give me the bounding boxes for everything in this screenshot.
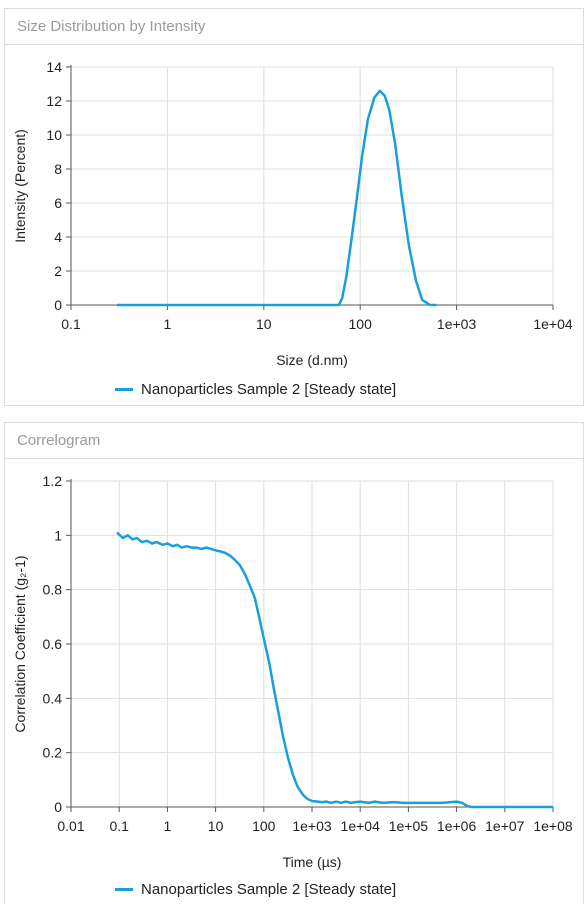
y-axis-title: Correlation Coefficient (g₂-1) (12, 555, 28, 732)
y-tick-label: 0.6 (43, 636, 63, 652)
x-tick-label: 10 (256, 316, 272, 332)
legend-line-swatch (115, 388, 133, 391)
y-tick-label: 1 (54, 527, 62, 543)
x-tick-label: 1e+07 (485, 818, 525, 834)
y-tick-label: 8 (54, 161, 62, 177)
series-line (116, 531, 553, 809)
y-tick-label: 0 (54, 799, 62, 815)
y-tick-label: 12 (46, 93, 62, 109)
correlogram-panel: Correlogram 0 0.2 0.4 0.6 0.8 1 1.2 0.01 0.1 1 10 1… (4, 422, 584, 904)
x-tick-label: 1 (164, 818, 172, 834)
y-tick-label: 6 (54, 195, 62, 211)
legend-label: Nanoparticles Sample 2 [Steady state] (141, 381, 397, 398)
y-tick-label: 2 (54, 263, 62, 279)
y-axis-title: Intensity (Percent) (12, 129, 28, 243)
x-tick-label: 1e+05 (389, 818, 429, 834)
size-distribution-panel: Size Distribution by Intensity 0 2 4 6 8 10 12… (4, 8, 584, 406)
x-tick-label: 1e+04 (341, 818, 381, 834)
legend-line-swatch (115, 888, 133, 891)
x-tick-label: 1e+03 (437, 316, 477, 332)
chart-legend[interactable]: Nanoparticles Sample 2 [Steady state] (115, 881, 396, 898)
x-tick-label: 1e+08 (533, 818, 573, 834)
y-tick-label: 0.2 (43, 745, 63, 761)
x-tick-label: 100 (252, 818, 276, 834)
panel-title: Correlogram (17, 432, 101, 449)
panel-header: Size Distribution by Intensity (5, 9, 583, 45)
size-distribution-chart: 0 2 4 6 8 10 12 14 0.1 1 10 100 1e+03 1e+04 Size (d.nm… (12, 59, 573, 368)
x-tick-label: 1e+04 (533, 316, 573, 332)
y-tick-label: 0.8 (43, 582, 63, 598)
legend-label: Nanoparticles Sample 2 [Steady state] (141, 881, 397, 898)
x-tick-label: 100 (349, 316, 373, 332)
y-tick-label: 0 (54, 297, 62, 313)
x-axis-title: Size (d.nm) (276, 352, 348, 368)
panel-header: Correlogram (5, 423, 583, 459)
x-tick-label: 10 (208, 818, 224, 834)
x-tick-label: 1e+06 (437, 818, 477, 834)
series-line (117, 89, 437, 307)
x-tick-label: 0.1 (61, 316, 81, 332)
x-tick-label: 0.01 (57, 818, 84, 834)
x-tick-label: 1 (164, 316, 172, 332)
chart-legend[interactable]: Nanoparticles Sample 2 [Steady state] (115, 381, 396, 398)
x-axis-title: Time (µs) (283, 854, 342, 870)
y-tick-label: 1.2 (43, 473, 63, 489)
y-tick-label: 4 (54, 229, 62, 245)
y-tick-label: 14 (46, 59, 62, 75)
x-tick-label: 0.1 (109, 818, 129, 834)
x-tick-label: 1e+03 (292, 818, 332, 834)
panel-title: Size Distribution by Intensity (17, 18, 206, 35)
correlogram-chart: 0 0.2 0.4 0.6 0.8 1 1.2 0.01 0.1 1 10 100 1e+03 1e+04… (12, 473, 573, 870)
y-tick-label: 10 (46, 127, 62, 143)
y-tick-label: 0.4 (43, 690, 63, 706)
